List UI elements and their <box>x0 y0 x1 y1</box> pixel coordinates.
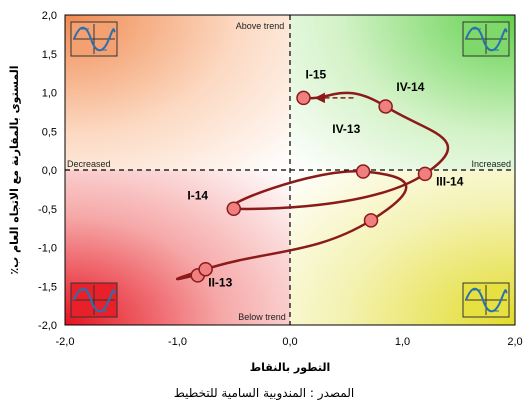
data-point <box>417 166 433 182</box>
data-point <box>198 261 213 277</box>
y-tick-label: -2,0 <box>38 320 57 332</box>
quadrant-icons <box>70 21 510 318</box>
y-tick-label: 1,5 <box>42 49 57 61</box>
data-point <box>226 201 241 216</box>
axes <box>64 14 516 326</box>
point-label: IV-13 <box>332 122 360 136</box>
point-labels: II-13 I-14 IV-13 III-14 IV-14 I-15 <box>187 68 463 290</box>
y-tick-label: -0,5 <box>38 204 57 216</box>
cycle-icon-bottom-left <box>70 282 118 318</box>
cycle-icon-bottom-right <box>462 282 510 318</box>
point-label: IV-14 <box>396 80 424 94</box>
x-axis-label: التطور بالنقاط <box>250 361 331 374</box>
label-increased: Increased <box>471 159 511 169</box>
tick-labels: -2,0 -1,0 0,0 1,0 2,0 2,0 1,5 1,0 0,5 0,0 -0,5 -1,0… <box>38 10 523 348</box>
y-tick-label: 0,0 <box>42 165 57 177</box>
y-axis-label: المستوى بالمقارنة مع الاتجاه العام ب٪ <box>8 65 21 274</box>
y-tick-label: -1,0 <box>38 243 57 255</box>
cycle-icon-top-left <box>70 21 118 57</box>
point-label: II-13 <box>208 275 232 289</box>
data-point <box>355 164 371 179</box>
data-point <box>296 90 311 106</box>
data-point <box>363 213 379 228</box>
x-tick-label: -1,0 <box>168 336 187 348</box>
label-below-trend: Below trend <box>238 312 286 322</box>
cycle-icon-top-right <box>462 21 510 57</box>
y-tick-label: 1,0 <box>42 88 57 100</box>
y-tick-label: -1,5 <box>38 281 57 293</box>
label-above-trend: Above trend <box>236 21 285 31</box>
y-tick-label: 0,5 <box>42 126 57 138</box>
series-line <box>175 91 450 281</box>
data-point <box>378 99 393 114</box>
source-note: المصدر : المندوبية السامية للتخطيط <box>173 386 355 400</box>
x-tick-label: 2,0 <box>507 336 522 348</box>
point-label: I-14 <box>187 188 208 202</box>
point-label: I-15 <box>306 68 327 82</box>
x-tick-label: -2,0 <box>56 336 75 348</box>
series-path <box>175 90 450 283</box>
x-tick-label: 1,0 <box>395 336 410 348</box>
x-tick-label: 0,0 <box>282 336 297 348</box>
y-tick-label: 2,0 <box>42 10 57 22</box>
quadrant-labels: Above trend Below trend Decreased Increa… <box>67 21 511 322</box>
label-decreased: Decreased <box>67 159 111 169</box>
point-label: III-14 <box>436 175 464 189</box>
